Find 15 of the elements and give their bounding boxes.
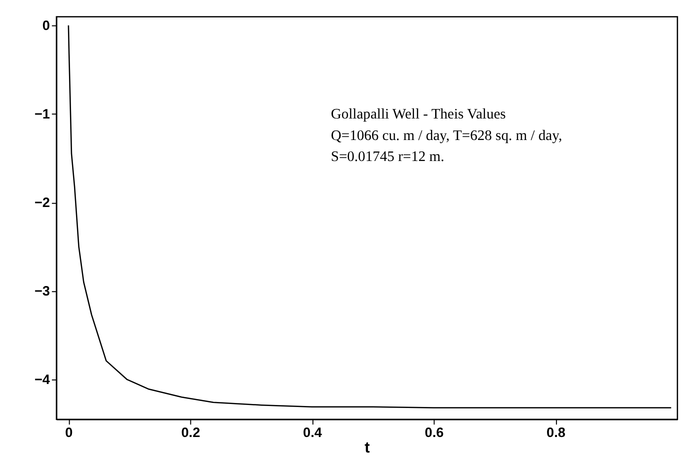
y-tick-label: −2 [34, 194, 50, 210]
annotation: Gollapalli Well - Theis Values [330, 106, 506, 122]
y-tick-label: −1 [34, 106, 50, 122]
x-tick-label: 0.6 [424, 425, 444, 440]
x-tick-label: 0.2 [181, 425, 201, 440]
x-tick-label: 0 [65, 425, 73, 440]
y-tick-label: −3 [34, 283, 50, 298]
annotation: Q=1066 cu. m / day, T=628 sq. m / day, [330, 128, 562, 144]
x-axis-title: t [364, 440, 370, 457]
y-tick-label: 0 [42, 18, 50, 33]
line-series [68, 24, 672, 408]
annotation: S=0.01745 r=12 m. [330, 149, 444, 166]
x-tick-label: 0.4 [303, 425, 322, 440]
x-tick-label: 0.8 [546, 425, 566, 440]
y-tick-label: −4 [34, 372, 50, 387]
